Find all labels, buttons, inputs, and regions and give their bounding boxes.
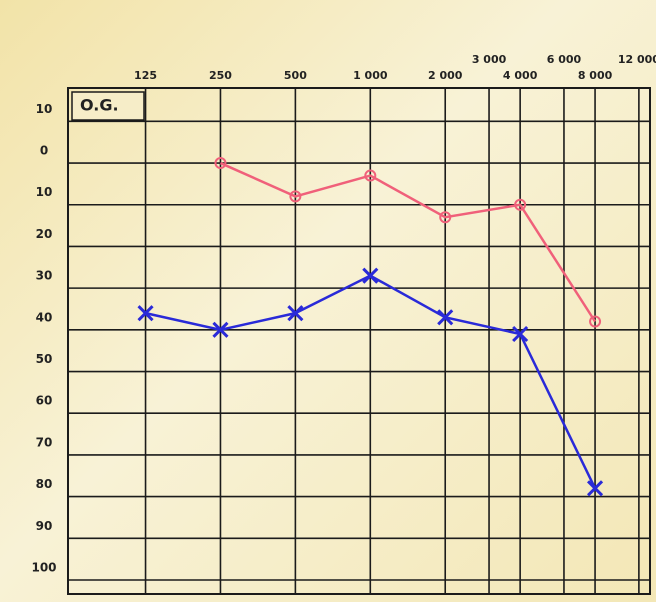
x-tick-label: 12 000 (618, 53, 656, 66)
y-tick-label: 100 (31, 561, 56, 575)
x-tick-label: 8 000 (578, 69, 613, 82)
y-tick-label: 90 (36, 519, 53, 533)
y-tick-label: 40 (36, 310, 53, 324)
y-tick-label: 20 (36, 227, 53, 241)
plot-frame (68, 88, 650, 594)
x-tick-label: 1 000 (353, 69, 388, 82)
x-tick-label: 4 000 (503, 69, 538, 82)
chart-title: O.G. (80, 96, 119, 115)
y-tick-label: 60 (36, 394, 53, 408)
y-tick-label: 50 (36, 352, 53, 366)
y-tick-label: 10 (36, 185, 53, 199)
y-tick-label: 0 (40, 144, 48, 158)
y-tick-label: 30 (36, 269, 53, 283)
audiogram: O.G. 1001020304050607080901001252505001 … (0, 0, 656, 602)
x-tick-label: 2 000 (428, 69, 463, 82)
y-tick-label: 80 (36, 477, 53, 491)
x-tick-label: 125 (134, 69, 157, 82)
x-tick-label: 500 (284, 69, 307, 82)
y-tick-label: 70 (36, 435, 53, 449)
x-tick-label: 250 (209, 69, 232, 82)
x-tick-label: 6 000 (547, 53, 582, 66)
y-tick-label: 10 (36, 102, 53, 116)
x-tick-label: 3 000 (472, 53, 507, 66)
